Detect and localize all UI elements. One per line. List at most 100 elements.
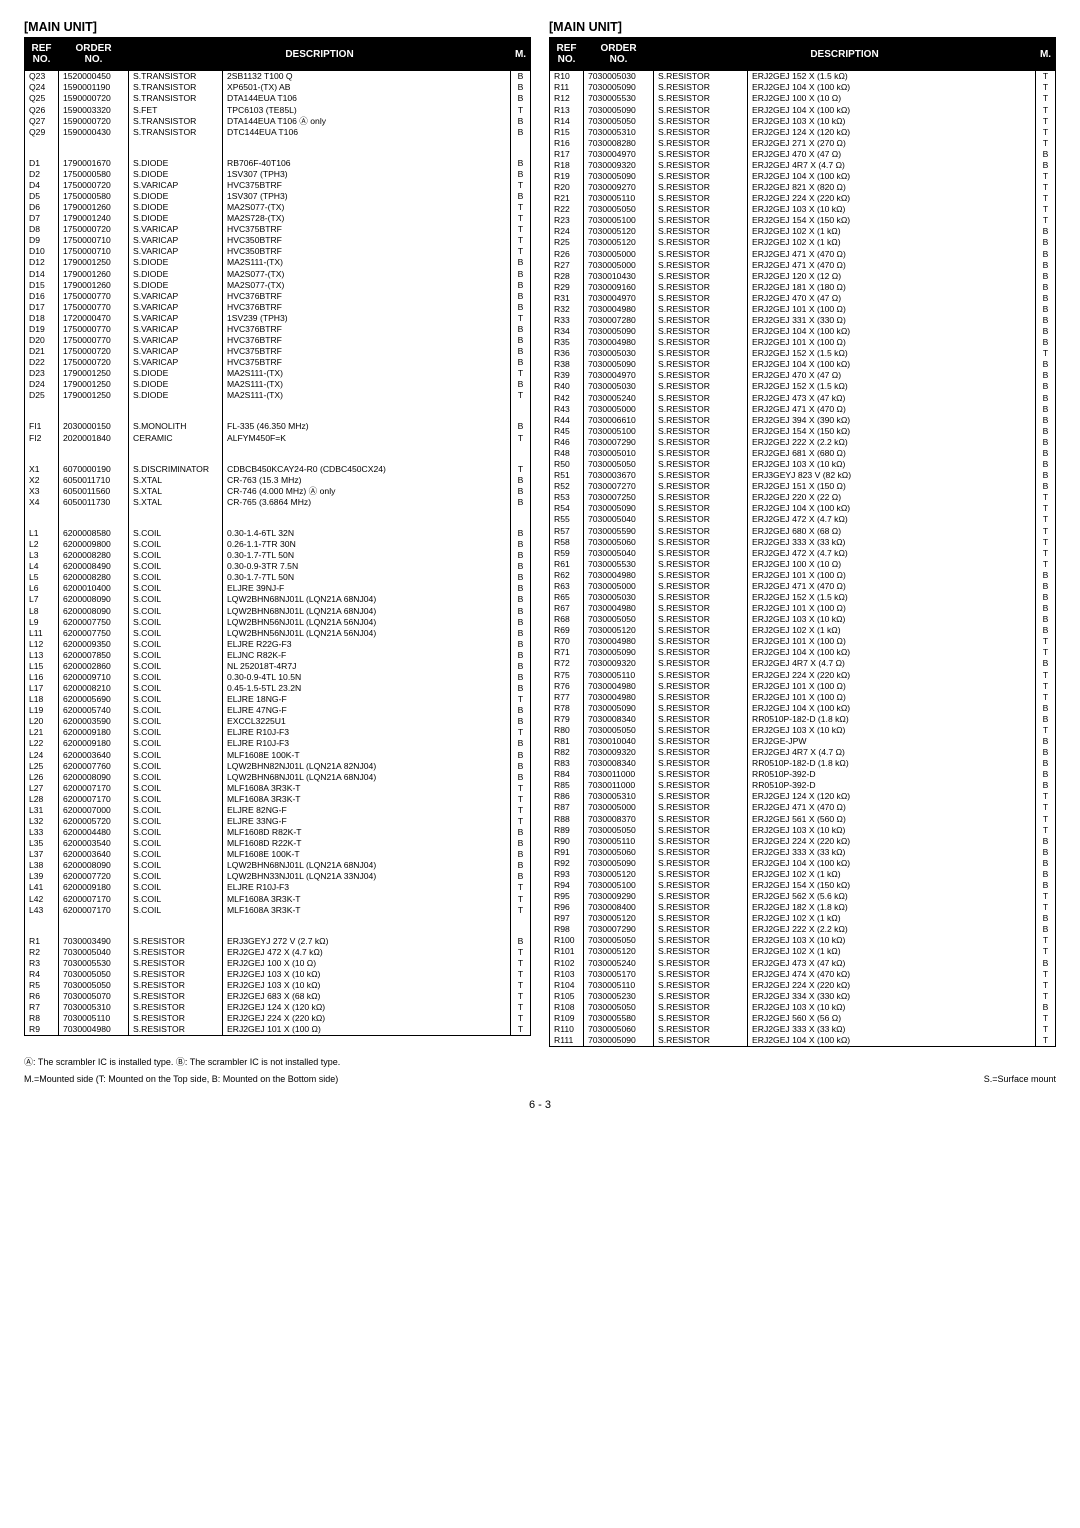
cell-type: S.RESISTOR xyxy=(654,93,748,104)
table-row: R687030005050S.RESISTORERJ2GEJ 103 X (10… xyxy=(550,614,1056,625)
cell-model: ERJ2GEJ 104 X (100 kΩ) xyxy=(748,326,1036,337)
cell-type: S.COIL xyxy=(129,716,223,727)
cell-model: MA2S111-(TX) xyxy=(223,390,511,401)
cell-ref: R96 xyxy=(550,902,584,913)
cell-type: S.RESISTOR xyxy=(654,880,748,891)
cell-order: 7030005240 xyxy=(584,957,654,968)
cell-model: ERJ2GEJ 154 X (150 kΩ) xyxy=(748,880,1036,891)
cell-m: B xyxy=(511,827,531,838)
cell-ref: L15 xyxy=(25,661,59,672)
cell-m: B xyxy=(1036,614,1056,625)
cell-order: 6200007760 xyxy=(59,760,129,771)
cell-model: 0.30-1.7-7TL 50N xyxy=(223,572,511,583)
cell-ref: R76 xyxy=(550,680,584,691)
cell-m: B xyxy=(511,771,531,782)
cell-ref: R54 xyxy=(550,503,584,514)
cell-m: T xyxy=(511,368,531,379)
table-row: L416200009180S.COILELJRE R10J-F3T xyxy=(25,882,531,893)
cell-model: 1SV239 (TPH3) xyxy=(223,313,511,324)
cell-type xyxy=(129,137,223,147)
cell-ref: R25 xyxy=(550,237,584,248)
table-row: L316200007000S.COILELJRE 82NG-FT xyxy=(25,805,531,816)
cell-type: S.VARICAP xyxy=(129,235,223,246)
cell-order: 7030005010 xyxy=(584,448,654,459)
cell-ref: L9 xyxy=(25,616,59,627)
cell-ref: L17 xyxy=(25,683,59,694)
cell-ref: R11 xyxy=(550,82,584,93)
table-row xyxy=(25,411,531,421)
cell-model: MA2S077-(TX) xyxy=(223,268,511,279)
cell-ref: R97 xyxy=(550,913,584,924)
table-row: R877030005000S.RESISTORERJ2GEJ 471 X (47… xyxy=(550,802,1056,813)
cell-model: RR0510P-182-D (1.8 kΩ) xyxy=(748,758,1036,769)
cell-ref xyxy=(25,443,59,453)
footnote-surface: S.=Surface mount xyxy=(984,1073,1056,1087)
table-row xyxy=(25,508,531,518)
cell-type: S.RESISTOR xyxy=(654,846,748,857)
cell-ref: R110 xyxy=(550,1024,584,1035)
cell-order: 6200009350 xyxy=(59,638,129,649)
cell-m: B xyxy=(1036,370,1056,381)
table-row: R867030005310S.RESISTORERJ2GEJ 124 X (12… xyxy=(550,791,1056,802)
table-row: R297030009160S.RESISTORERJ2GEJ 181 X (18… xyxy=(550,281,1056,292)
cell-m: B xyxy=(511,290,531,301)
cell-m: T xyxy=(1036,902,1056,913)
cell-model: DTC144EUA T106 xyxy=(223,126,511,137)
table-row: R407030005030S.RESISTORERJ2GEJ 152 X (1.… xyxy=(550,381,1056,392)
cell-m xyxy=(511,915,531,925)
cell-m: T xyxy=(1036,647,1056,658)
cell-ref: R101 xyxy=(550,946,584,957)
cell-type: S.COIL xyxy=(129,627,223,638)
cell-ref: R5 xyxy=(25,980,59,991)
table-row: R137030005090S.RESISTORERJ2GEJ 104 X (10… xyxy=(550,104,1056,115)
cell-order: 6200007170 xyxy=(59,893,129,904)
cell-ref: R27 xyxy=(550,259,584,270)
table-row: Q291590000430S.TRANSISTORDTC144EUA T106B xyxy=(25,126,531,137)
table-row: R337030007280S.RESISTORERJ2GEJ 331 X (33… xyxy=(550,315,1056,326)
cell-order: 2020001840 xyxy=(59,432,129,443)
cell-type: S.RESISTOR xyxy=(654,259,748,270)
cell-m: T xyxy=(511,980,531,991)
cell-type: S.RESISTOR xyxy=(654,647,748,658)
cell-order xyxy=(59,411,129,421)
cell-m: T xyxy=(1036,182,1056,193)
cell-ref: R92 xyxy=(550,858,584,869)
cell-model: ERJ2GEJ 102 X (1 kΩ) xyxy=(748,869,1036,880)
cell-type: S.RESISTOR xyxy=(654,525,748,536)
cell-m: B xyxy=(1036,858,1056,869)
cell-m: B xyxy=(1036,880,1056,891)
cell-m: T xyxy=(1036,802,1056,813)
table-row: R277030005000S.RESISTORERJ2GEJ 471 X (47… xyxy=(550,259,1056,270)
cell-type: S.RESISTOR xyxy=(654,514,748,525)
cell-model: ERJ2GEJ 104 X (100 kΩ) xyxy=(748,171,1036,182)
table-row: L276200007170S.COILMLF1608A 3R3K-TT xyxy=(25,782,531,793)
table-row: L356200003540S.COILMLF1608D R22K-TB xyxy=(25,838,531,849)
cell-model: TPC6103 (TE85L) xyxy=(223,104,511,115)
cell-type: S.RESISTOR xyxy=(654,957,748,968)
cell-ref: R100 xyxy=(550,935,584,946)
table-row: R707030004980S.RESISTORERJ2GEJ 101 X (10… xyxy=(550,636,1056,647)
cell-type: S.DIODE xyxy=(129,379,223,390)
cell-m: B xyxy=(1036,481,1056,492)
cell-type: S.RESISTOR xyxy=(654,171,748,182)
table-row: R217030005110S.RESISTORERJ2GEJ 224 X (22… xyxy=(550,193,1056,204)
cell-model: 1SV307 (TPH3) xyxy=(223,191,511,202)
cell-ref: R20 xyxy=(550,182,584,193)
cell-type: S.RESISTOR xyxy=(129,980,223,991)
table-row: R777030004980S.RESISTORERJ2GEJ 101 X (10… xyxy=(550,691,1056,702)
cell-m: T xyxy=(511,969,531,980)
table-row: R17030003490S.RESISTORERJ3GEYJ 272 V (2.… xyxy=(25,935,531,946)
cell-order: 6200005720 xyxy=(59,816,129,827)
cell-type: S.TRANSISTOR xyxy=(129,82,223,93)
table-row: R837030008340S.RESISTORRR0510P-182-D (1.… xyxy=(550,758,1056,769)
table-row: R347030005090S.RESISTORERJ2GEJ 104 X (10… xyxy=(550,326,1056,337)
cell-m: B xyxy=(1036,259,1056,270)
cell-m: B xyxy=(511,572,531,583)
cell-model: ERJ2GEJ 224 X (220 kΩ) xyxy=(748,193,1036,204)
table-row: R57030005050S.RESISTORERJ2GEJ 103 X (10 … xyxy=(25,980,531,991)
table-row: X36050011560S.XTALCR-746 (4.000 MHz) Ⓐ o… xyxy=(25,486,531,497)
cell-m: B xyxy=(511,301,531,312)
table-row: R487030005010S.RESISTORERJ2GEJ 681 X (68… xyxy=(550,448,1056,459)
cell-type: S.XTAL xyxy=(129,474,223,485)
cell-ref: R55 xyxy=(550,514,584,525)
